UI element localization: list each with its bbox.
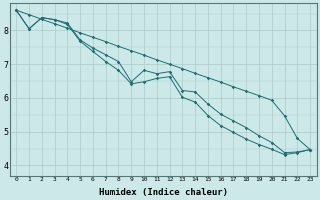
X-axis label: Humidex (Indice chaleur): Humidex (Indice chaleur) — [99, 188, 228, 197]
